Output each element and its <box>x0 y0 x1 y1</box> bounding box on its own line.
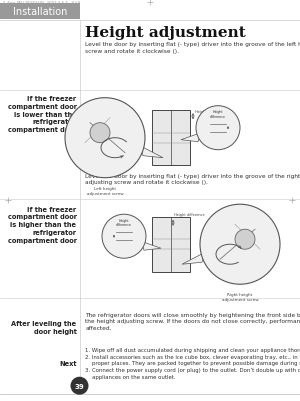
Text: Left height
adjustment screw: Left height adjustment screw <box>87 186 123 195</box>
Text: Height difference: Height difference <box>195 110 226 114</box>
Circle shape <box>200 205 280 285</box>
Circle shape <box>70 377 88 395</box>
Polygon shape <box>181 134 201 142</box>
Bar <box>152 217 190 272</box>
Text: Right height
adjustment screw: Right height adjustment screw <box>222 292 258 302</box>
Text: Height adjustment: Height adjustment <box>85 26 246 40</box>
Text: Height
difference: Height difference <box>210 110 226 118</box>
Circle shape <box>65 98 145 178</box>
Text: 39: 39 <box>75 383 84 389</box>
Text: If the freezer
compartment door
is higher than the
refrigerator
compartment door: If the freezer compartment door is highe… <box>8 206 76 243</box>
Circle shape <box>102 215 146 259</box>
Text: After leveling the
door height: After leveling the door height <box>11 320 76 334</box>
Polygon shape <box>140 146 163 158</box>
Text: 2_Eng_MFL38283405_2007.3.6.4.  9 59: 2_Eng_MFL38283405_2007.3.6.4. 9 59 <box>3 1 80 5</box>
Text: Height difference: Height difference <box>174 212 205 216</box>
Circle shape <box>235 230 255 249</box>
Text: Next: Next <box>59 360 76 366</box>
Text: The refrigerator doors will close smoothly by heightening the front side by adju: The refrigerator doors will close smooth… <box>85 312 300 330</box>
Polygon shape <box>182 253 205 265</box>
Circle shape <box>196 106 240 150</box>
Text: 1. Wipe off all dust accumulated during shipping and clean your appliance thorou: 1. Wipe off all dust accumulated during … <box>85 347 300 379</box>
Text: Installation: Installation <box>13 7 67 17</box>
Polygon shape <box>141 242 161 251</box>
Text: If the freezer
compartment door
is lower than the
refrigerator
compartment door: If the freezer compartment door is lower… <box>8 96 76 133</box>
Bar <box>0 4 80 20</box>
Text: Height
difference: Height difference <box>116 218 132 227</box>
Bar <box>152 111 190 166</box>
Circle shape <box>90 124 110 143</box>
Text: Level the door by inserting flat (- type) driver into the groove of the right he: Level the door by inserting flat (- type… <box>85 173 300 185</box>
Text: Level the door by inserting flat (- type) driver into the groove of the left hei: Level the door by inserting flat (- type… <box>85 42 300 54</box>
